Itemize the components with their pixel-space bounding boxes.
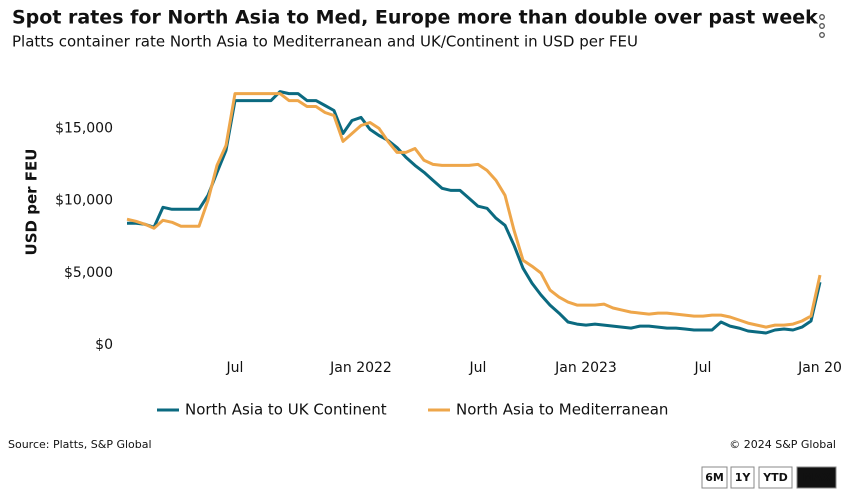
- range-button[interactable]: 6M: [701, 466, 728, 489]
- range-button[interactable]: MAX: [796, 466, 837, 489]
- x-tick-label: Jul: [226, 360, 244, 376]
- range-button[interactable]: 1Y: [730, 466, 755, 489]
- series-line: [126, 92, 822, 329]
- range-button-label: 1Y: [735, 471, 752, 484]
- y-tick-label: $10,000: [55, 193, 113, 209]
- series-line: [127, 90, 822, 335]
- range-button-box: [796, 466, 837, 489]
- x-tick-label: Jan 20: [797, 360, 842, 376]
- range-button-label: MAX: [803, 471, 831, 484]
- legend-label: North Asia to UK Continent: [185, 401, 387, 419]
- range-button-label: YTD: [762, 471, 788, 484]
- range-button-box: [758, 466, 793, 489]
- range-button-box: [730, 466, 755, 489]
- x-tick-label: Jan 2023: [554, 360, 617, 376]
- copyright: © 2024 S&P Global: [729, 438, 836, 451]
- x-tick-label: Jul: [694, 360, 712, 376]
- y-tick-label: $5,000: [64, 265, 113, 281]
- x-tick-label: Jan 2022: [329, 360, 392, 376]
- chart-subtitle: Platts container rate North Asia to Medi…: [12, 33, 638, 51]
- y-tick-label: $15,000: [55, 120, 113, 136]
- x-tick-label: Jul: [469, 360, 487, 376]
- menu-icon[interactable]: [819, 14, 825, 38]
- y-tick-label: $0: [95, 337, 113, 353]
- source: Source: Platts, S&P Global: [8, 438, 152, 451]
- range-button-label: 6M: [705, 471, 724, 484]
- range-button-box: [701, 466, 728, 489]
- y-axis-label: USD per FEU: [23, 149, 41, 256]
- legend-label: North Asia to Mediterranean: [456, 401, 668, 419]
- range-button[interactable]: YTD: [758, 466, 793, 489]
- chart-title: Spot rates for North Asia to Med, Europe…: [12, 7, 818, 29]
